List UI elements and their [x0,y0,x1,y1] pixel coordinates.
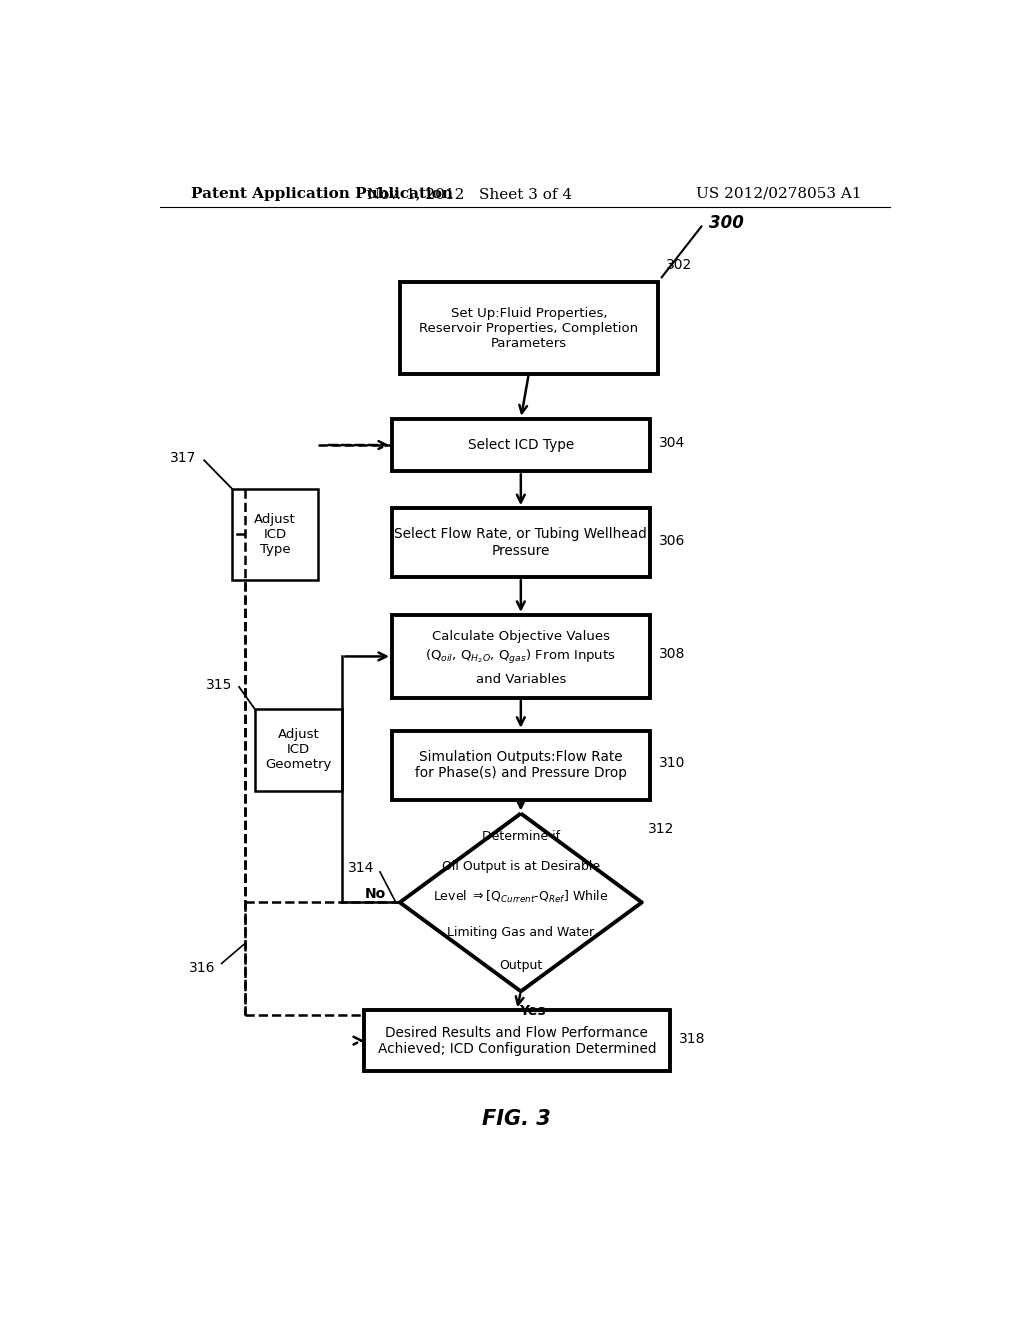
Text: 300: 300 [710,214,744,232]
Text: 317: 317 [170,451,197,465]
Text: Limiting Gas and Water: Limiting Gas and Water [447,927,594,940]
Text: Nov. 1, 2012   Sheet 3 of 4: Nov. 1, 2012 Sheet 3 of 4 [367,187,571,201]
Text: US 2012/0278053 A1: US 2012/0278053 A1 [696,187,861,201]
Bar [255,709,342,791]
Text: Adjust
ICD
Geometry: Adjust ICD Geometry [265,729,332,771]
Text: 312: 312 [648,822,675,837]
Text: 316: 316 [188,961,215,975]
Text: Simulation Outputs:Flow Rate
for Phase(s) and Pressure Drop: Simulation Outputs:Flow Rate for Phase(s… [415,750,627,780]
Text: Desired Results and Flow Performance
Achieved; ICD Configuration Determined: Desired Results and Flow Performance Ach… [378,1026,656,1056]
Text: 318: 318 [679,1032,706,1045]
Text: 306: 306 [659,533,686,548]
Text: Select ICD Type: Select ICD Type [468,438,574,451]
Text: Patent Application Publication: Patent Application Publication [191,187,454,201]
Text: Oil Output is at Desirable: Oil Output is at Desirable [441,861,600,874]
Text: 315: 315 [207,678,232,692]
Text: FIG. 3: FIG. 3 [482,1109,551,1129]
Bar [399,282,657,374]
Text: 310: 310 [659,756,686,770]
Bar [232,488,317,581]
Text: 302: 302 [666,259,692,272]
Bar [392,508,650,577]
Text: Calculate Objective Values: Calculate Objective Values [432,630,610,643]
Text: 308: 308 [659,647,686,661]
Bar [392,731,650,800]
Bar [392,418,650,471]
Text: Set Up:Fluid Properties,
Reservoir Properties, Completion
Parameters: Set Up:Fluid Properties, Reservoir Prope… [419,306,638,350]
Text: (Q$_{oil}$, Q$_{H_2O}$, Q$_{gas}$) From Inputs: (Q$_{oil}$, Q$_{H_2O}$, Q$_{gas}$) From … [425,648,616,667]
Text: and Variables: and Variables [475,673,566,686]
Text: No: No [365,887,385,902]
Text: 314: 314 [348,861,375,875]
Text: Select Flow Rate, or Tubing Wellhead
Pressure: Select Flow Rate, or Tubing Wellhead Pre… [394,528,647,557]
Bar [365,1010,670,1071]
Text: Yes: Yes [519,1003,546,1018]
Text: 304: 304 [659,436,685,450]
Bar [392,615,650,698]
Text: Determine if: Determine if [481,830,560,843]
Text: Adjust
ICD
Type: Adjust ICD Type [254,513,296,556]
Text: Output: Output [500,958,543,972]
Text: Level $\Rightarrow$[Q$_{Current}$-Q$_{Ref}$] While: Level $\Rightarrow$[Q$_{Current}$-Q$_{Re… [433,890,608,906]
